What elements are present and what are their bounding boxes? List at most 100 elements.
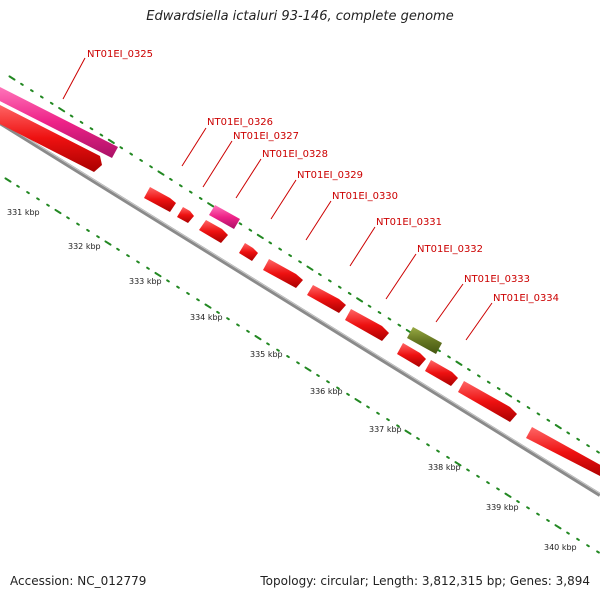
outer-tick-16 <box>169 177 173 181</box>
kbp-label-335: 335 kbp <box>250 350 283 359</box>
gene-feature-red-0329[interactable] <box>239 243 258 261</box>
inner-tick-4 <box>46 203 50 207</box>
outer-tick-19 <box>198 196 203 200</box>
accession-text: Accession: NC_012779 <box>10 574 147 588</box>
inner-tick-16 <box>166 279 170 283</box>
inner-tick-41 <box>416 436 420 441</box>
gene-feature-pink-0328[interactable] <box>209 205 240 229</box>
inner-tick-53 <box>536 512 540 516</box>
gene-label-0331[interactable]: NT01EI_0331 <box>376 217 442 228</box>
inner-tick-29 <box>296 361 300 365</box>
inner-tick-12 <box>126 254 130 258</box>
outer-tick-1 <box>20 82 24 86</box>
inner-tick-43 <box>436 449 440 453</box>
gene-label-0333[interactable]: NT01EI_0333 <box>464 274 530 285</box>
gene-label-0325[interactable]: NT01EI_0325 <box>87 49 153 60</box>
gene-feature-red-0336[interactable] <box>526 427 600 478</box>
inner-tick-34 <box>346 392 350 396</box>
kbp-label-338: 338 kbp <box>428 463 461 472</box>
gene-feature-red-0331[interactable] <box>307 285 346 313</box>
kbp-labels: 331 kbp 332 kbp 333 kbp 334 kbp 335 kbp … <box>7 208 577 552</box>
leader-line-0327 <box>202 140 233 188</box>
gene-feature-red-0332[interactable] <box>345 309 389 341</box>
outer-tick-32 <box>327 279 332 283</box>
outer-tick-52 <box>526 406 531 410</box>
inner-tick-23 <box>236 323 240 327</box>
inner-tick-52 <box>526 506 530 510</box>
inner-tick-row <box>4 177 600 554</box>
outer-tick-35 <box>356 297 364 303</box>
outer-tick-7 <box>79 120 84 124</box>
inner-tick-27 <box>276 348 280 352</box>
gene-feature-red-0327[interactable] <box>177 207 194 223</box>
outer-tick-18 <box>188 190 193 194</box>
gene-label-0334[interactable]: NT01EI_0334 <box>493 293 559 304</box>
inner-tick-49 <box>496 487 500 491</box>
inner-tick-38 <box>386 418 390 422</box>
gene-feature-red-0334[interactable] <box>425 360 458 386</box>
outer-tick-46 <box>467 368 471 372</box>
map-title: Edwardsiella ictaluri 93-146, complete g… <box>146 9 454 24</box>
outer-tick-33 <box>337 285 342 289</box>
gene-feature-red-0325a[interactable] <box>0 104 102 172</box>
inner-tick-17 <box>176 285 180 289</box>
gene-feature-red-0330[interactable] <box>263 259 303 288</box>
leader-line-0333 <box>435 283 464 323</box>
inner-tick-54 <box>546 518 550 523</box>
outer-tick-27 <box>278 247 283 251</box>
inner-tick-36 <box>366 405 370 409</box>
outer-tick-55 <box>554 424 562 430</box>
gene-feature-red-0326[interactable] <box>144 187 176 212</box>
gene-feature-pink-0325[interactable] <box>0 86 118 158</box>
genome-backbone-highlight <box>0 121 600 494</box>
inner-tick-40 <box>404 429 412 435</box>
inner-tick-15 <box>154 271 162 278</box>
inner-tick-39 <box>396 424 400 428</box>
inner-tick-30 <box>304 366 312 372</box>
gene-feature-green-0333[interactable] <box>407 327 442 354</box>
inner-tick-46 <box>466 468 470 472</box>
outer-tick-8 <box>89 127 94 131</box>
inner-tick-42 <box>426 443 430 447</box>
inner-tick-1 <box>16 184 20 188</box>
outer-tick-3 <box>39 95 44 99</box>
outer-tick-48 <box>486 380 491 384</box>
inner-tick-48 <box>486 481 490 485</box>
outer-tick-58 <box>586 444 590 448</box>
gene-label-0326[interactable]: NT01EI_0326 <box>207 117 273 128</box>
label-leaders <box>62 57 493 341</box>
outer-tick-36 <box>367 304 372 308</box>
gene-feature-red-0335[interactable] <box>458 381 517 422</box>
gene-label-0327[interactable]: NT01EI_0327 <box>233 131 299 142</box>
gene-label-0329[interactable]: NT01EI_0329 <box>297 170 363 181</box>
inner-tick-6 <box>66 216 70 220</box>
outer-tick-14 <box>149 165 153 169</box>
inner-tick-21 <box>216 310 220 314</box>
outer-tick-37 <box>377 311 382 315</box>
outer-tick-57 <box>576 437 580 441</box>
gene-label-0332[interactable]: NT01EI_0332 <box>417 244 483 255</box>
outer-tick-12 <box>129 152 134 156</box>
gene-label-0330[interactable]: NT01EI_0330 <box>332 191 398 202</box>
outer-tick-28 <box>288 253 292 258</box>
gene-labels: NT01EI_0325 NT01EI_0326 NT01EI_0327 NT01… <box>87 49 559 304</box>
outer-tick-11 <box>119 146 124 150</box>
inner-tick-45 <box>454 461 462 467</box>
outer-tick-44 <box>447 355 451 359</box>
inner-tick-55 <box>554 524 562 530</box>
inner-tick-59 <box>596 550 600 554</box>
kbp-label-340: 340 kbp <box>544 543 577 552</box>
outer-tick-51 <box>516 399 521 403</box>
inner-tick-24 <box>246 329 250 333</box>
outer-tick-54 <box>546 418 551 422</box>
gene-feature-red-0333b[interactable] <box>397 343 426 367</box>
kbp-label-333: 333 kbp <box>129 277 162 286</box>
leader-line-0330 <box>305 200 332 241</box>
outer-tick-47 <box>476 374 481 378</box>
outer-tick-39 <box>397 323 402 327</box>
gene-feature-red-0328b[interactable] <box>199 220 228 243</box>
outer-tick-43 <box>437 349 441 353</box>
inner-tick-50 <box>504 492 512 498</box>
gene-label-0328[interactable]: NT01EI_0328 <box>262 149 328 160</box>
inner-tick-2 <box>26 191 30 195</box>
